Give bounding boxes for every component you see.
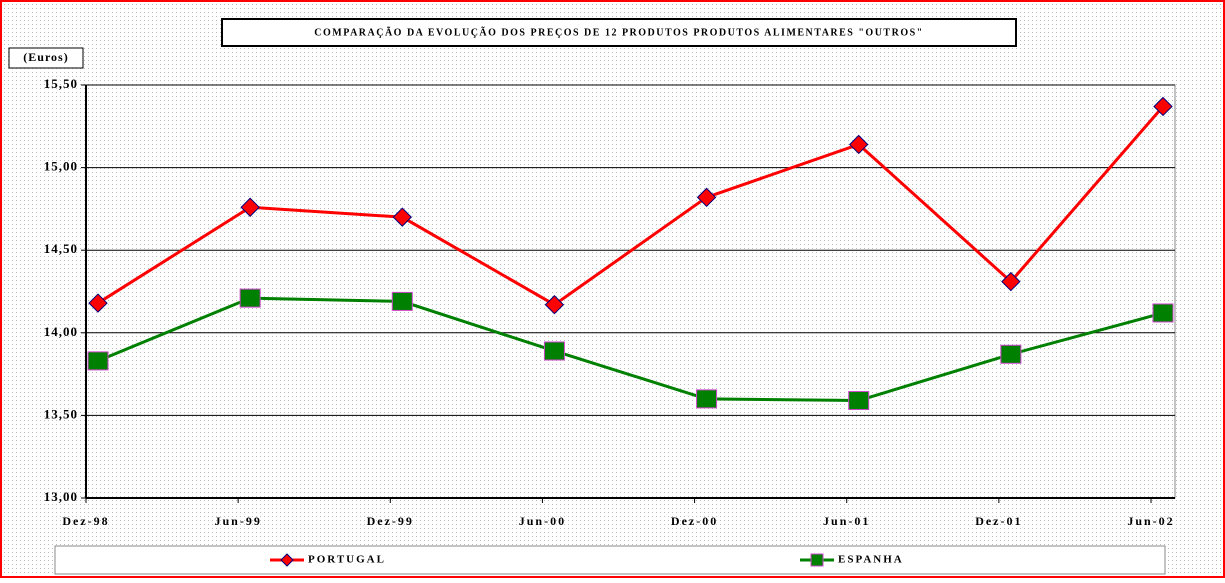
marker (1001, 271, 1021, 292)
marker (1152, 303, 1174, 323)
marker (544, 295, 565, 315)
marker (239, 288, 261, 308)
y-tick-label: 14,50 (44, 241, 78, 256)
marker (1153, 96, 1173, 117)
x-tick-label: Jun-00 (519, 514, 566, 528)
marker (392, 207, 412, 227)
x-tick-label: Dez-99 (367, 514, 414, 528)
legend (54, 545, 1166, 575)
y-label-box (8, 47, 84, 69)
y-axis-label: (Euros) (23, 50, 68, 64)
marker (391, 291, 413, 311)
title-box (221, 18, 1017, 47)
y-tick-label: 15,50 (44, 76, 78, 91)
marker (848, 391, 870, 411)
legend-label: ESPANHA (838, 554, 904, 566)
x-tick-label: Jun-99 (214, 514, 261, 528)
legend-marker (810, 553, 824, 567)
marker (543, 341, 565, 361)
x-tick-label: Dez-98 (62, 514, 109, 528)
chart-title: COMPARAÇÃO DA EVOLUÇÃO DOS PREÇOS DE 12 … (314, 26, 923, 38)
marker (696, 187, 717, 208)
legend-label: PORTUGAL (308, 554, 386, 566)
x-tick-label: Dez-00 (671, 514, 718, 528)
series-line (97, 296, 1164, 403)
marker (87, 351, 109, 371)
legend-marker (280, 553, 294, 567)
y-tick-label: 14,00 (44, 324, 78, 339)
y-tick-label: 15,00 (44, 159, 78, 174)
marker (88, 293, 108, 313)
marker (849, 134, 869, 155)
plot-area (85, 84, 1176, 499)
y-tick-label: 13,00 (44, 489, 78, 504)
x-tick-label: Jun-01 (823, 514, 870, 528)
y-tick-label: 13,50 (44, 406, 78, 421)
marker (240, 197, 260, 217)
marker (696, 389, 718, 409)
marker (1000, 344, 1022, 364)
series-line (97, 105, 1165, 307)
x-tick-label: Jun-02 (1127, 514, 1174, 528)
x-tick-label: Dez-01 (975, 514, 1022, 528)
